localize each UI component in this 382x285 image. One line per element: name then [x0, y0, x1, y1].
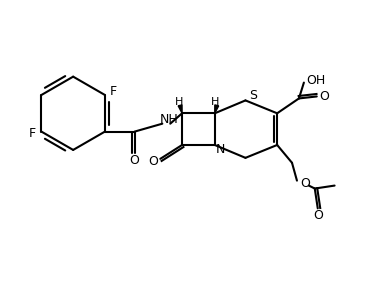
Text: N: N	[216, 143, 225, 156]
Text: S: S	[249, 89, 257, 102]
Text: F: F	[110, 86, 117, 99]
Text: O: O	[129, 154, 139, 167]
Text: O: O	[300, 177, 310, 190]
Text: OH: OH	[306, 74, 325, 87]
Text: F: F	[29, 127, 36, 140]
Text: H: H	[210, 97, 219, 107]
Text: H: H	[175, 97, 183, 107]
Polygon shape	[178, 105, 182, 113]
Text: O: O	[313, 209, 323, 222]
Text: O: O	[319, 90, 329, 103]
Polygon shape	[215, 105, 219, 113]
Text: O: O	[149, 155, 158, 168]
Text: NH: NH	[160, 113, 179, 126]
